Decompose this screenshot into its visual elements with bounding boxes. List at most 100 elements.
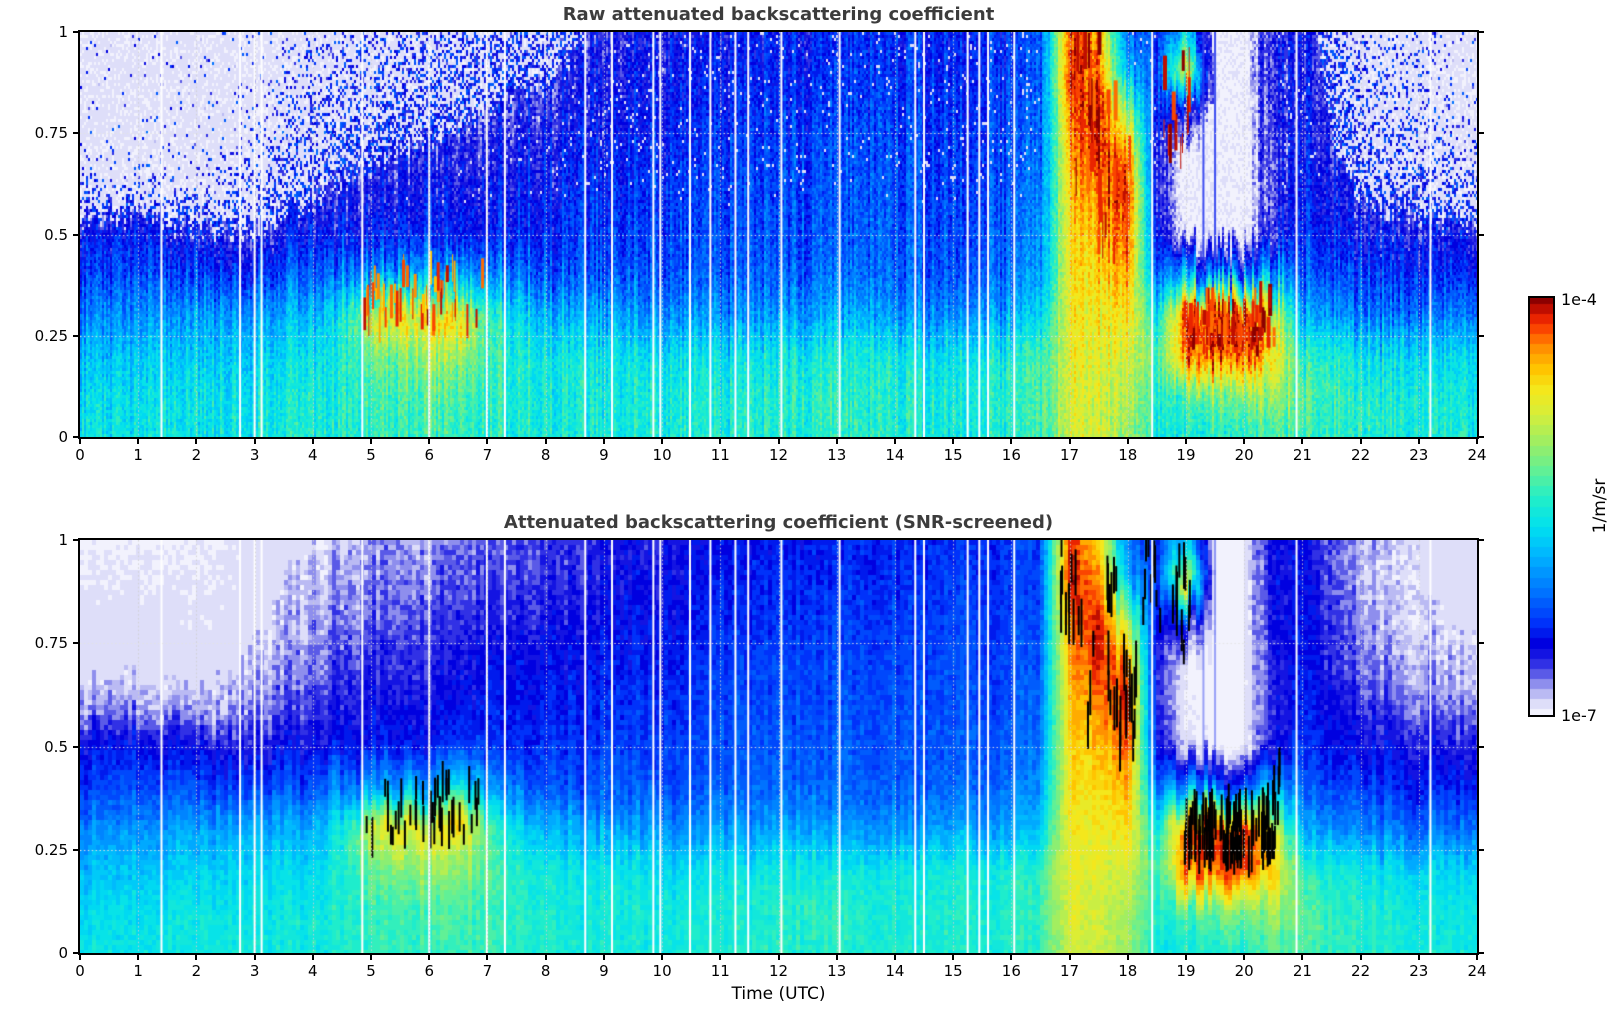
y-tick: [73, 642, 78, 645]
x-tick-label: 20: [1234, 962, 1254, 980]
x-tick-label: 24: [1467, 446, 1487, 464]
x-tick: [835, 439, 838, 444]
y-tick: [1479, 952, 1484, 954]
x-tick-label: 7: [482, 962, 493, 980]
x-tick-label: 10: [652, 446, 672, 464]
x-tick: [486, 439, 489, 444]
x-tick: [370, 439, 373, 444]
colorbar-unit-label: 1/m/sr: [1590, 478, 1610, 533]
x-tick-label: 3: [249, 962, 260, 980]
x-tick: [893, 955, 896, 960]
x-tick: [1126, 955, 1129, 960]
y-tick: [1479, 334, 1484, 337]
x-tick: [1010, 955, 1013, 960]
x-tick: [661, 955, 664, 960]
x-tick-label: 0: [75, 446, 85, 464]
x-tick-label: 2: [191, 446, 202, 464]
x-tick-label: 11: [710, 962, 730, 980]
x-tick: [719, 439, 722, 444]
colorbar-gradient: [1530, 298, 1553, 715]
y-tick-label: 0.25: [34, 840, 68, 859]
y-tick-label: 0.5: [44, 225, 68, 244]
x-tick-label: 18: [1118, 446, 1138, 464]
x-tick: [661, 439, 664, 444]
x-tick: [544, 439, 547, 444]
x-tick: [1068, 955, 1071, 960]
x-tick-label: 21: [1292, 446, 1312, 464]
x-tick: [602, 439, 605, 444]
x-tick-label: 5: [366, 446, 376, 464]
x-tick-label: 17: [1059, 962, 1080, 980]
x-tick: [602, 955, 605, 960]
x-tick-label: 20: [1234, 446, 1254, 464]
y-tick: [73, 745, 78, 748]
x-tick: [311, 439, 314, 444]
y-tick: [73, 539, 78, 541]
x-tick: [1126, 439, 1129, 444]
x-tick: [1476, 439, 1478, 444]
x-tick: [79, 439, 81, 444]
y-tick-label: 0.5: [44, 737, 68, 756]
x-tick-label: 10: [652, 962, 672, 980]
x-tick: [486, 955, 489, 960]
x-tick-label: 15: [943, 446, 963, 464]
x-tick: [253, 439, 256, 444]
x-tick: [1010, 439, 1013, 444]
y-tick: [73, 233, 78, 236]
x-tick-label: 23: [1409, 446, 1429, 464]
x-tick: [777, 439, 780, 444]
x-tick: [544, 955, 547, 960]
y-tick-label: 0.75: [34, 634, 68, 653]
y-tick: [1479, 745, 1484, 748]
x-tick: [893, 439, 896, 444]
x-tick: [137, 439, 140, 444]
panel-title-screened: Attenuated backscattering coefficient (S…: [503, 512, 1054, 533]
x-tick-label: 18: [1118, 962, 1138, 980]
y-tick-label: 0: [58, 428, 68, 446]
x-tick-label: 14: [885, 446, 905, 464]
y-tick: [1479, 539, 1484, 541]
x-tick: [777, 955, 780, 960]
x-tick-label: 22: [1351, 446, 1371, 464]
x-tick: [428, 955, 431, 960]
y-tick: [1479, 31, 1484, 33]
x-tick: [195, 439, 198, 444]
x-tick: [1068, 439, 1071, 444]
x-tick-label: 23: [1409, 962, 1429, 980]
y-tick: [73, 132, 78, 135]
colorbar-max-label: 1e-4: [1561, 290, 1597, 309]
x-tick-label: 1: [133, 962, 143, 980]
x-tick-label: 2: [191, 962, 202, 980]
x-tick-label: 8: [540, 962, 551, 980]
x-tick: [1184, 955, 1187, 960]
colorbar-min-label: 1e-7: [1561, 706, 1597, 725]
y-tick: [73, 848, 78, 851]
x-tick-label: 0: [75, 962, 85, 980]
x-tick-label: 3: [249, 446, 260, 464]
x-tick: [1243, 439, 1246, 444]
x-tick-label: 4: [308, 446, 318, 464]
y-tick: [73, 334, 78, 337]
y-tick-label: 0: [58, 944, 68, 962]
x-tick-label: 14: [885, 962, 905, 980]
x-tick: [1301, 439, 1304, 444]
x-tick-label: 8: [540, 446, 551, 464]
x-tick: [428, 439, 431, 444]
y-tick: [1479, 132, 1484, 135]
x-tick: [253, 955, 256, 960]
x-tick: [835, 955, 838, 960]
x-tick-label: 1: [133, 446, 143, 464]
y-tick: [1479, 436, 1484, 438]
x-tick: [1184, 439, 1187, 444]
x-tick-label: 13: [827, 962, 847, 980]
x-tick-label: 12: [768, 962, 789, 980]
x-tick-label: 7: [482, 446, 493, 464]
x-tick: [311, 955, 314, 960]
x-tick-label: 16: [1001, 446, 1021, 464]
x-tick-label: 12: [768, 446, 789, 464]
x-tick: [1476, 955, 1478, 960]
x-tick: [1301, 955, 1304, 960]
x-tick: [719, 955, 722, 960]
x-tick: [1417, 955, 1420, 960]
